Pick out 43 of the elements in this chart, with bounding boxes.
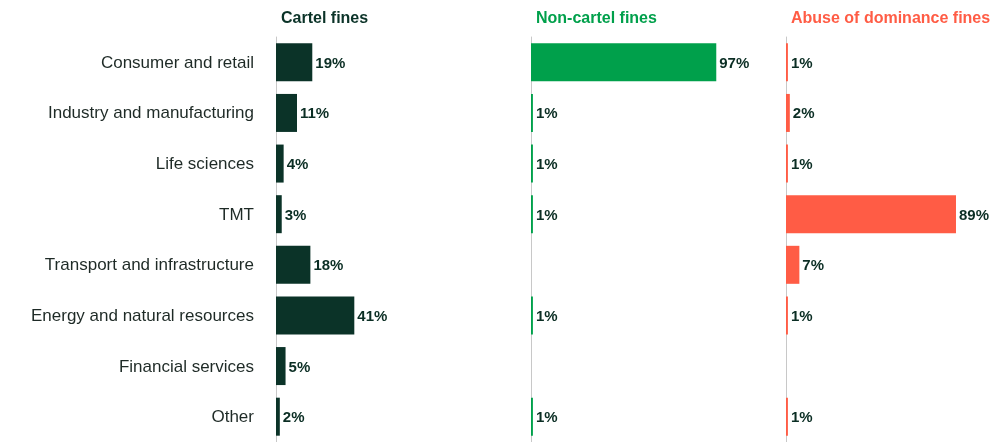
data-label: 2%: [282, 408, 305, 426]
y-tick-label: Energy and natural resources: [30, 305, 254, 325]
y-tick-label: Transport and infrastructure: [44, 255, 254, 275]
bar: [786, 93, 790, 132]
data-label: 97%: [719, 53, 750, 71]
bar: [786, 195, 956, 234]
y-tick-label: Industry and manufacturing: [47, 103, 254, 123]
data-label: 18%: [313, 256, 344, 274]
bar: [276, 347, 286, 386]
data-label: 1%: [535, 155, 558, 173]
data-label: 89%: [958, 205, 990, 223]
bar: [276, 144, 284, 183]
bar: [276, 93, 298, 132]
data-label: 1%: [535, 205, 558, 223]
data-label: 11%: [300, 104, 330, 122]
data-label: 1%: [790, 306, 813, 324]
y-tick-label: Consumer and retail: [100, 52, 254, 72]
data-label: 1%: [535, 306, 558, 324]
data-label: 3%: [284, 205, 307, 223]
data-label: 7%: [802, 256, 825, 274]
data-label: 1%: [790, 53, 813, 71]
y-tick-label: Financial services: [118, 356, 254, 376]
y-tick-label: TMT: [219, 204, 254, 224]
y-tick-label: Other: [211, 407, 255, 427]
data-label: 19%: [315, 53, 346, 71]
chart-title: Cartel fines: [281, 8, 369, 26]
data-label: 41%: [357, 306, 388, 324]
data-label: 2%: [792, 104, 815, 122]
chart-title: Abuse of dominance fines: [791, 8, 991, 26]
data-label: 4%: [286, 155, 309, 173]
bar: [276, 245, 311, 284]
data-label: 1%: [790, 155, 813, 173]
data-label: 5%: [288, 357, 311, 375]
chart-title: Non-cartel fines: [536, 8, 658, 26]
data-label: 1%: [535, 408, 558, 426]
bar: [786, 245, 800, 284]
bar: [276, 397, 280, 436]
y-tick-label: Life sciences: [155, 154, 254, 174]
data-label: 1%: [790, 408, 813, 426]
data-label: 1%: [535, 104, 558, 122]
bar: [276, 296, 355, 335]
bar: [276, 195, 282, 234]
bar: [276, 43, 313, 82]
